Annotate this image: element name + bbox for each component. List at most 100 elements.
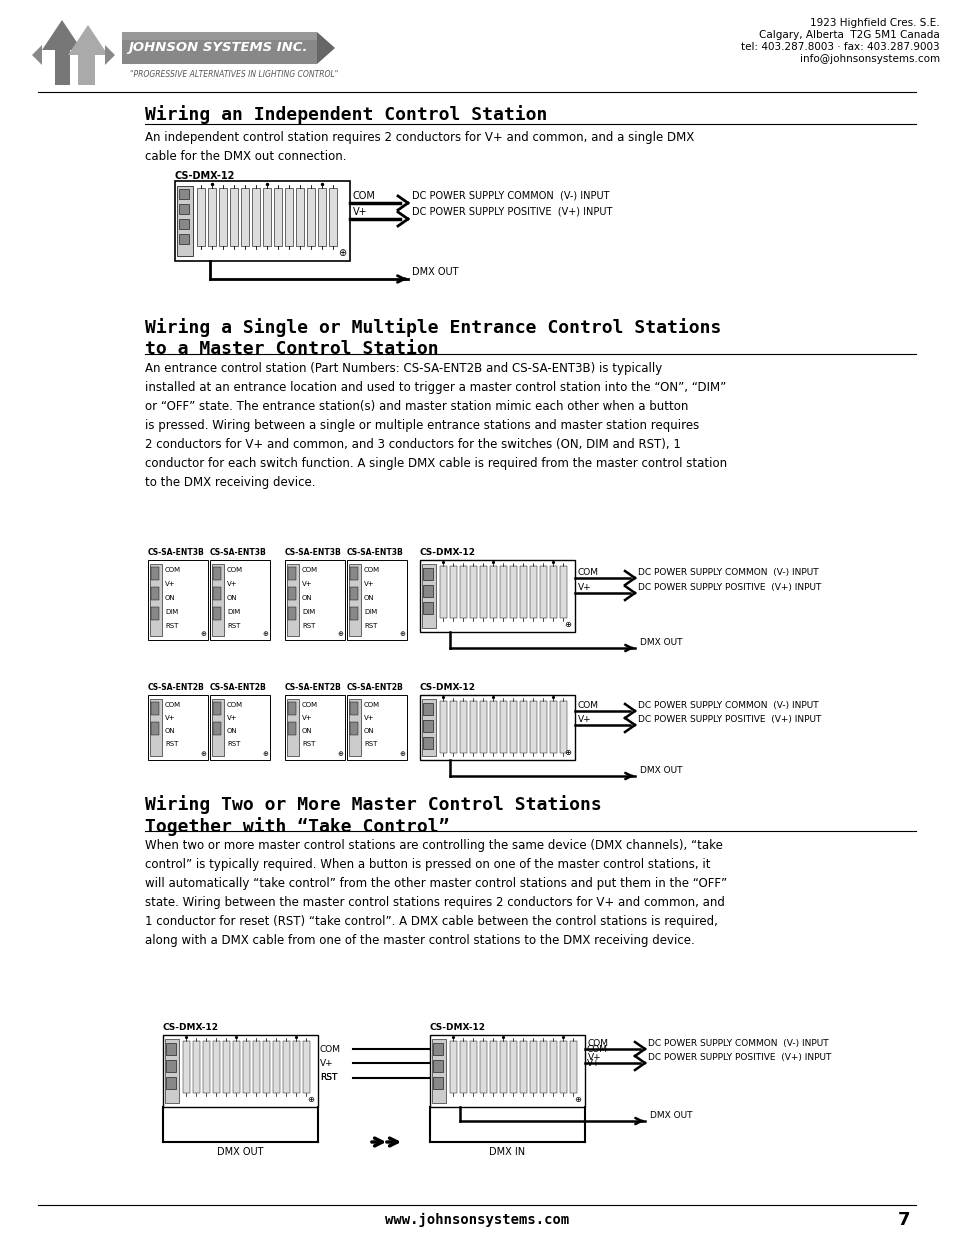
Text: Calgary, Alberta  T2G 5M1 Canada: Calgary, Alberta T2G 5M1 Canada [759, 30, 939, 40]
Bar [422, 737, 433, 748]
Bar [288, 606, 295, 620]
Text: V+: V+ [302, 580, 313, 587]
Text: ⊕: ⊕ [574, 1095, 581, 1104]
Bar [459, 566, 467, 618]
Bar [179, 233, 189, 245]
Text: RST: RST [165, 622, 178, 629]
Text: V+: V+ [587, 1053, 601, 1062]
Text: 7: 7 [897, 1212, 909, 1229]
Bar [253, 1041, 260, 1093]
Bar [183, 1041, 190, 1093]
Bar [510, 701, 517, 753]
Bar [233, 1041, 240, 1093]
Bar [422, 568, 433, 580]
Bar [151, 722, 159, 735]
Text: COM: COM [165, 701, 181, 708]
Bar [439, 701, 447, 753]
Text: DC POWER SUPPLY POSITIVE  (V+) INPUT: DC POWER SUPPLY POSITIVE (V+) INPUT [638, 715, 821, 724]
Text: DIM: DIM [364, 609, 376, 615]
Text: info@johnsonsystems.com: info@johnsonsystems.com [799, 54, 939, 64]
Bar [263, 188, 271, 246]
Bar [213, 587, 221, 600]
Bar [287, 699, 298, 756]
Bar [274, 188, 282, 246]
Bar [479, 1041, 486, 1093]
Bar [293, 1041, 299, 1093]
Polygon shape [105, 44, 115, 65]
Text: ⊕: ⊕ [398, 751, 404, 757]
Text: V+: V+ [165, 715, 175, 721]
Bar [499, 566, 506, 618]
Text: V+: V+ [364, 715, 375, 721]
Text: An entrance control station (Part Numbers: CS-SA-ENT2B and CS-SA-ENT3B) is typic: An entrance control station (Part Number… [145, 362, 726, 489]
Bar [163, 1035, 317, 1107]
Bar [419, 559, 575, 632]
Text: COM: COM [165, 567, 181, 573]
Text: ON: ON [165, 727, 175, 734]
Bar [179, 189, 189, 199]
Bar [212, 699, 224, 756]
Text: V+: V+ [227, 580, 237, 587]
Bar [432, 1039, 446, 1103]
Bar [350, 606, 357, 620]
Bar [350, 701, 357, 715]
Bar [213, 567, 221, 580]
Bar [422, 703, 433, 715]
Bar [288, 567, 295, 580]
Bar [288, 587, 295, 600]
Text: V+: V+ [353, 207, 367, 217]
Bar [285, 695, 345, 760]
Bar [550, 1041, 557, 1093]
Bar [285, 559, 345, 640]
Bar [122, 32, 316, 40]
Text: DIM: DIM [302, 609, 314, 615]
Bar [196, 188, 205, 246]
Text: JOHNSON SYSTEMS INC.: JOHNSON SYSTEMS INC. [128, 42, 308, 54]
Text: V+: V+ [578, 583, 591, 592]
Text: Wiring a Single or Multiple Entrance Control Stations
to a Master Control Statio: Wiring a Single or Multiple Entrance Con… [145, 317, 720, 358]
Bar [212, 564, 224, 636]
Bar [241, 188, 249, 246]
Bar [419, 695, 575, 760]
Text: ⊕: ⊕ [200, 631, 206, 637]
Text: ⊕: ⊕ [336, 631, 342, 637]
Text: CS-DMX-12: CS-DMX-12 [174, 170, 235, 182]
Text: COM: COM [319, 1045, 340, 1053]
Bar [470, 566, 476, 618]
Text: CS-DMX-12: CS-DMX-12 [419, 548, 476, 557]
Bar [433, 1077, 442, 1089]
Bar [499, 1041, 506, 1093]
Bar [210, 559, 270, 640]
Bar [307, 188, 314, 246]
Bar [263, 1041, 270, 1093]
Text: COM: COM [227, 701, 243, 708]
Bar [470, 1041, 476, 1093]
Bar [459, 701, 467, 753]
Text: V+: V+ [302, 715, 313, 721]
Bar [150, 564, 162, 636]
Polygon shape [32, 44, 42, 65]
Text: ⊕: ⊕ [564, 748, 571, 757]
Text: COM: COM [586, 1045, 607, 1053]
Text: RST: RST [302, 741, 315, 747]
Polygon shape [316, 32, 335, 64]
Text: DMX OUT: DMX OUT [412, 267, 458, 277]
Bar [151, 606, 159, 620]
Bar [317, 188, 326, 246]
Polygon shape [68, 25, 108, 85]
Text: DC POWER SUPPLY COMMON  (V-) INPUT: DC POWER SUPPLY COMMON (V-) INPUT [412, 191, 609, 201]
Text: COM: COM [587, 1039, 608, 1049]
Bar [530, 701, 537, 753]
Text: CS-SA-ENT2B: CS-SA-ENT2B [285, 683, 341, 692]
Text: RST: RST [165, 741, 178, 747]
Bar [510, 566, 517, 618]
Bar [193, 1041, 200, 1093]
Bar [422, 720, 433, 732]
Bar [179, 204, 189, 214]
Bar [519, 566, 526, 618]
Bar [433, 1044, 442, 1055]
Bar [165, 1039, 179, 1103]
Text: "PROGRESSIVE ALTERNATIVES IN LIGHTING CONTROL": "PROGRESSIVE ALTERNATIVES IN LIGHTING CO… [130, 70, 338, 79]
Bar [422, 601, 433, 614]
Text: V+: V+ [165, 580, 175, 587]
